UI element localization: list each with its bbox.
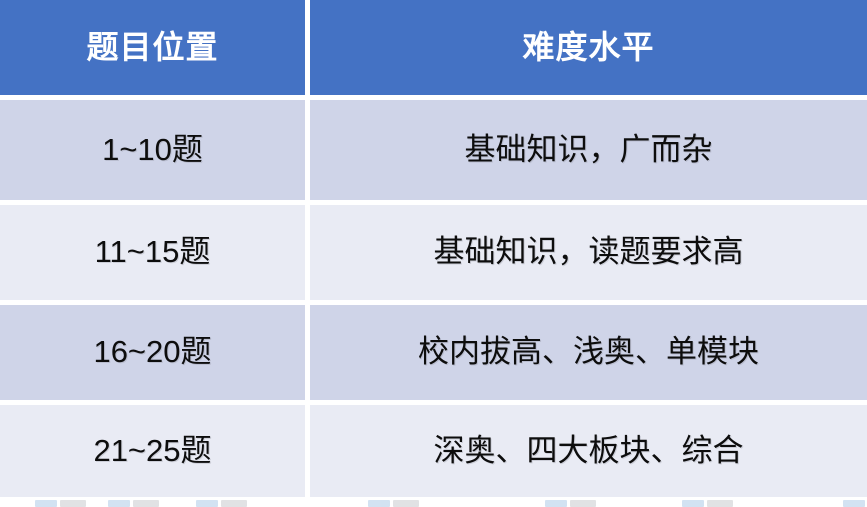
watermark-mark	[843, 500, 867, 507]
cell-text: 校内拔高、浅奥、单模块	[418, 334, 759, 370]
cell-text: 1~10题	[102, 131, 203, 167]
table-row-2-position: 11~15题	[0, 205, 305, 300]
watermark-mark	[545, 500, 596, 507]
table-row-4-position: 21~25题	[0, 405, 305, 497]
watermark-mark	[682, 500, 733, 507]
header-cell-position: 题目位置	[0, 0, 305, 95]
watermark-mark	[368, 500, 419, 507]
cell-text: 11~15题	[94, 234, 211, 270]
watermark-mark	[35, 500, 86, 507]
cell-text: 基础知识，广而杂	[464, 131, 713, 167]
table-row-1-position: 1~10题	[0, 100, 305, 200]
cell-text: 基础知识，读题要求高	[433, 234, 744, 270]
cell-text: 16~20题	[93, 334, 212, 370]
table-row-4-difficulty: 深奥、四大板块、综合	[310, 405, 867, 497]
table-row-3-difficulty: 校内拔高、浅奥、单模块	[310, 305, 867, 400]
watermark-mark	[108, 500, 159, 507]
cell-text: 21~25题	[93, 432, 212, 468]
table-row-3-position: 16~20题	[0, 305, 305, 400]
watermark-mark	[196, 500, 247, 507]
table-row-1-difficulty: 基础知识，广而杂	[310, 100, 867, 200]
header-label-position: 题目位置	[86, 28, 219, 65]
cell-text: 深奥、四大板块、综合	[433, 432, 744, 468]
header-cell-difficulty: 难度水平	[310, 0, 867, 95]
table-row-2-difficulty: 基础知识，读题要求高	[310, 205, 867, 300]
header-label-difficulty: 难度水平	[522, 28, 655, 65]
watermark-strip	[0, 500, 867, 507]
